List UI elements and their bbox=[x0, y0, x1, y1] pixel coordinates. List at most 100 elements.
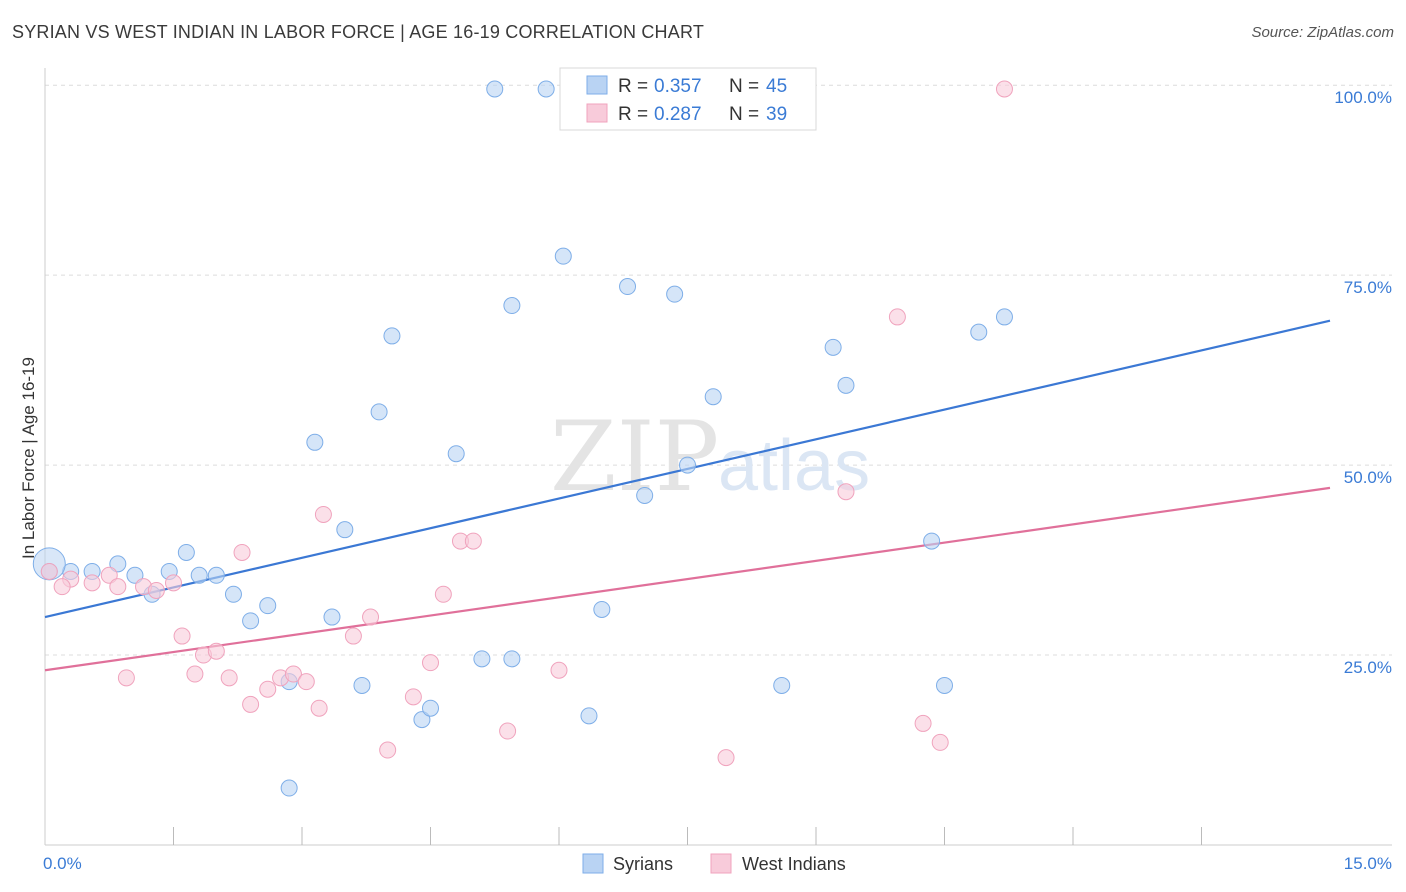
point-west-indians-33 bbox=[837, 483, 855, 501]
y-tick-label-1: 50.0% bbox=[1344, 468, 1392, 487]
legend: R = 0.357 N = 45 R = 0.287 N = 39 bbox=[559, 67, 817, 131]
point-west-indians-20 bbox=[310, 699, 328, 717]
point-west-indians-5 bbox=[117, 669, 135, 687]
point-syrians-15 bbox=[306, 433, 324, 451]
bottom-legend-swatch-west-indians bbox=[710, 853, 732, 874]
grid-lines bbox=[45, 84, 1392, 656]
point-west-indians-2 bbox=[83, 574, 101, 592]
point-west-indians-25 bbox=[404, 688, 422, 706]
point-west-indians-4 bbox=[109, 578, 127, 596]
point-syrians-43 bbox=[995, 308, 1013, 326]
point-west-indians-37 bbox=[995, 80, 1013, 98]
point-syrians-35 bbox=[679, 456, 696, 474]
point-syrians-20 bbox=[383, 327, 401, 345]
y-tick-label-0: 25.0% bbox=[1344, 658, 1392, 677]
legend-swatch-west-indians bbox=[586, 103, 608, 123]
point-syrians-7 bbox=[177, 543, 195, 561]
point-west-indians-27 bbox=[434, 585, 452, 603]
point-syrians-22 bbox=[422, 699, 439, 717]
point-syrians-26 bbox=[503, 297, 521, 315]
point-syrians-23 bbox=[447, 445, 465, 463]
point-syrians-37 bbox=[773, 676, 791, 694]
point-syrians-24 bbox=[473, 650, 491, 668]
point-west-indians-10 bbox=[186, 665, 204, 683]
point-west-indians-14 bbox=[233, 543, 251, 561]
point-west-indians-26 bbox=[422, 654, 439, 672]
point-west-indians-16 bbox=[259, 680, 277, 698]
legend-n-label-1: N = bbox=[729, 76, 759, 97]
legend-r-label-2: R = bbox=[618, 104, 648, 125]
point-west-indians-38 bbox=[53, 578, 71, 596]
point-syrians-30 bbox=[580, 707, 598, 725]
point-syrians-19 bbox=[370, 403, 388, 421]
point-west-indians-15 bbox=[242, 695, 260, 713]
legend-r-label-1: R = bbox=[618, 76, 648, 97]
point-west-indians-36 bbox=[931, 733, 949, 751]
point-syrians-9 bbox=[207, 566, 225, 584]
x-tick-label-0: 0.0% bbox=[43, 854, 82, 873]
legend-r-value-1: 0.357 bbox=[654, 76, 702, 97]
point-west-indians-34 bbox=[888, 308, 906, 326]
point-syrians-41 bbox=[936, 676, 953, 694]
tick-labels: 25.0% 50.0% 75.0% 100.0% 0.0% 15.0% bbox=[43, 88, 1392, 873]
point-syrians-42 bbox=[970, 323, 988, 341]
trend-line-west-indians bbox=[44, 486, 1331, 672]
axes bbox=[44, 68, 1392, 846]
point-syrians-34 bbox=[666, 285, 684, 303]
bottom-legend-label-west-indians: West Indians bbox=[742, 854, 846, 874]
point-syrians-3 bbox=[109, 555, 127, 573]
point-west-indians-9 bbox=[173, 627, 191, 645]
point-syrians-17 bbox=[323, 608, 341, 626]
point-west-indians-0 bbox=[40, 562, 58, 580]
bottom-legend-label-syrians: Syrians bbox=[613, 854, 673, 874]
point-syrians-32 bbox=[619, 278, 637, 296]
y-tick-label-2: 75.0% bbox=[1344, 278, 1392, 297]
data-points bbox=[32, 80, 1013, 797]
point-syrians-31 bbox=[593, 600, 611, 618]
point-syrians-33 bbox=[636, 486, 654, 504]
point-west-indians-30 bbox=[499, 722, 517, 740]
point-west-indians-3 bbox=[100, 566, 118, 584]
x-tick-label-1: 15.0% bbox=[1344, 854, 1392, 873]
legend-r-value-2: 0.287 bbox=[654, 104, 702, 125]
point-west-indians-32 bbox=[717, 749, 735, 767]
point-west-indians-22 bbox=[344, 627, 362, 645]
point-syrians-39 bbox=[837, 376, 855, 394]
point-syrians-11 bbox=[242, 612, 260, 630]
point-syrians-40 bbox=[923, 532, 941, 550]
point-syrians-10 bbox=[224, 585, 242, 603]
watermark-zip: ZIP bbox=[550, 401, 719, 513]
legend-swatch-syrians bbox=[586, 75, 608, 95]
point-west-indians-8 bbox=[165, 574, 182, 592]
point-west-indians-31 bbox=[550, 661, 568, 679]
point-west-indians-21 bbox=[314, 505, 332, 523]
bottom-legend-swatch-syrians bbox=[582, 853, 604, 874]
point-syrians-18 bbox=[353, 676, 371, 694]
point-syrians-12 bbox=[259, 597, 277, 615]
y-tick-label-3: 100.0% bbox=[1334, 88, 1392, 107]
point-syrians-21 bbox=[413, 711, 431, 729]
point-syrians-16 bbox=[336, 521, 354, 539]
chart-title: SYRIAN VS WEST INDIAN IN LABOR FORCE | A… bbox=[12, 22, 705, 42]
legend-n-label-2: N = bbox=[729, 104, 759, 125]
point-west-indians-12 bbox=[207, 642, 225, 660]
point-syrians-27 bbox=[503, 650, 521, 668]
point-west-indians-29 bbox=[464, 532, 482, 550]
point-syrians-25 bbox=[486, 80, 504, 98]
point-syrians-28 bbox=[537, 80, 555, 98]
point-west-indians-23 bbox=[362, 608, 380, 626]
point-west-indians-19 bbox=[297, 673, 315, 691]
chart-source: Source: ZipAtlas.com bbox=[1251, 24, 1394, 41]
point-west-indians-7 bbox=[147, 581, 165, 599]
legend-n-value-2: 39 bbox=[766, 104, 787, 125]
point-west-indians-35 bbox=[914, 714, 932, 732]
point-syrians-36 bbox=[704, 388, 722, 406]
point-west-indians-18 bbox=[284, 665, 302, 683]
point-syrians-8 bbox=[190, 566, 208, 584]
point-west-indians-13 bbox=[220, 669, 238, 687]
point-syrians-4 bbox=[126, 566, 144, 584]
point-syrians-14 bbox=[280, 779, 298, 797]
y-axis-label: In Labor Force | Age 16-19 bbox=[19, 357, 38, 559]
bottom-legend: Syrians West Indians bbox=[582, 853, 846, 874]
